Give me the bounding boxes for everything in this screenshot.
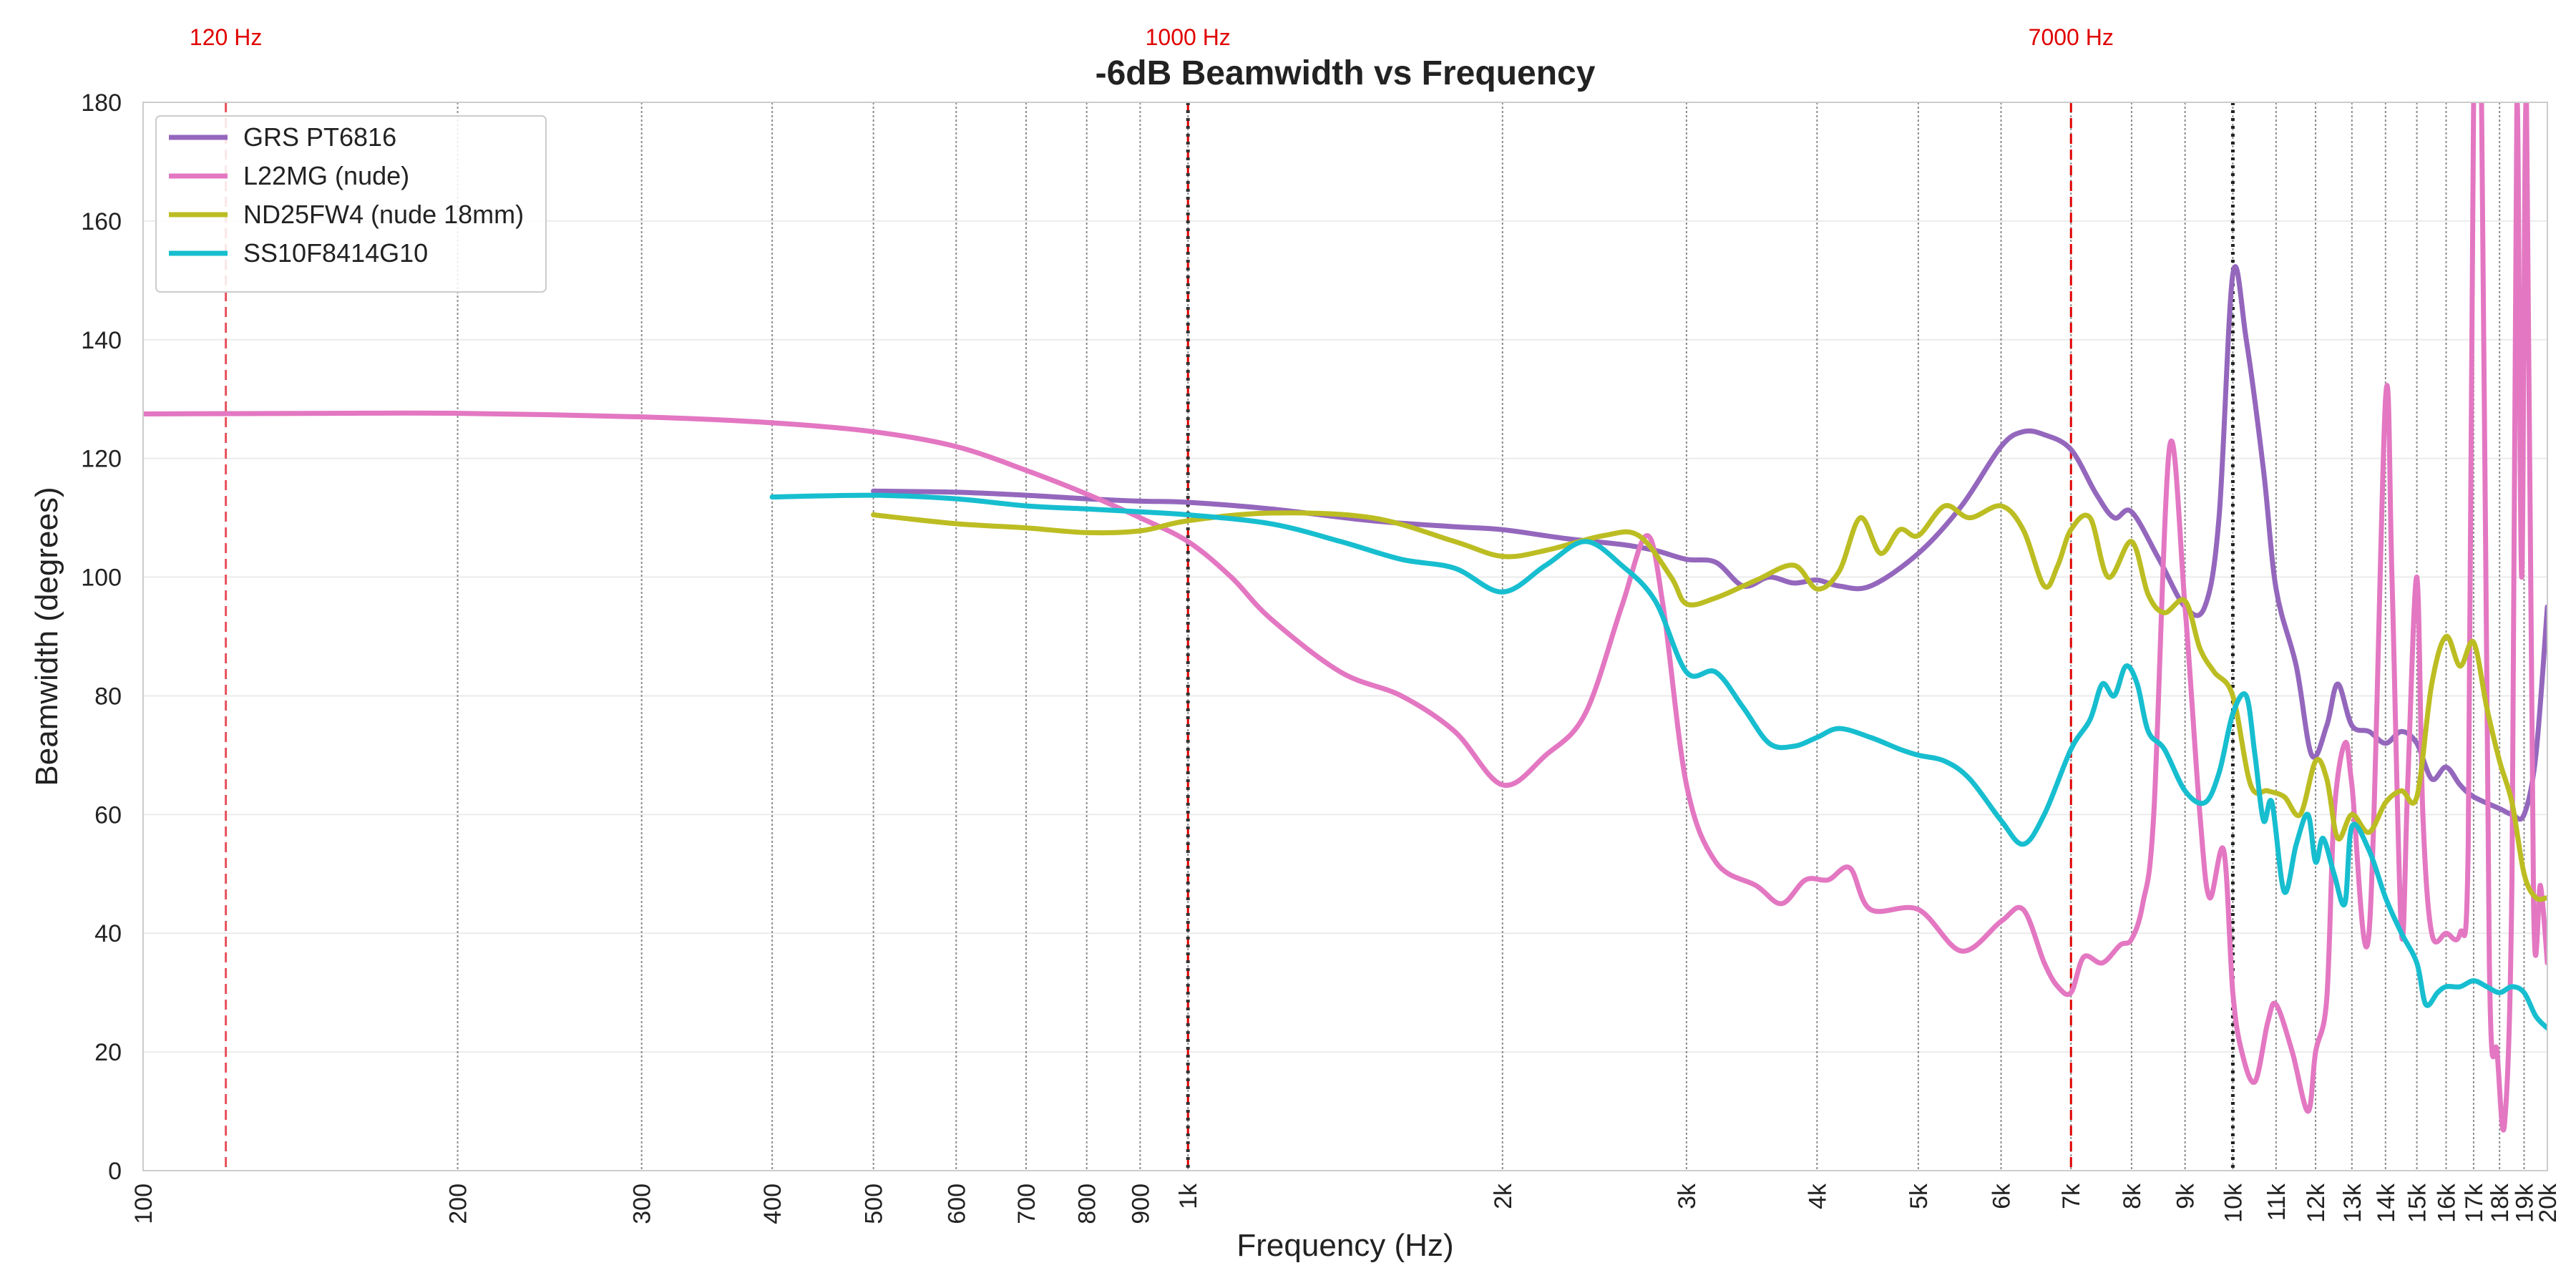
x-tick-label: 500 bbox=[861, 1184, 888, 1224]
x-tick-label: 600 bbox=[943, 1184, 970, 1224]
x-tick-label: 11k bbox=[2263, 1183, 2290, 1221]
x-tick-label: 18k bbox=[2487, 1183, 2514, 1223]
y-tick-label: 120 bbox=[81, 446, 122, 473]
series-line-1 bbox=[871, 264, 2547, 822]
y-tick-label: 60 bbox=[94, 801, 122, 829]
legend-label: GRS PT6816 bbox=[243, 122, 396, 152]
y-tick-label: 40 bbox=[94, 920, 122, 947]
series-line-3 bbox=[871, 503, 2547, 902]
legend-label: L22MG (nude) bbox=[243, 161, 409, 190]
legend-label: ND25FW4 (nude 18mm) bbox=[243, 200, 524, 229]
marker-label: 120 Hz bbox=[190, 24, 262, 50]
x-tick-label: 17k bbox=[2461, 1183, 2488, 1223]
legend: GRS PT6816 L22MG (nude) ND25FW4 (nude 18mm… bbox=[155, 115, 547, 293]
x-tick-label: 300 bbox=[629, 1184, 656, 1224]
y-tick-label: 180 bbox=[81, 89, 122, 117]
x-tick-label: 200 bbox=[445, 1184, 472, 1224]
legend-label: SS10F8414G10 bbox=[243, 238, 428, 268]
chart-title: -6dB Beamwidth vs Frequency bbox=[1096, 54, 1596, 92]
x-axis-label: Frequency (Hz) bbox=[1236, 1228, 1453, 1263]
y-tick-label: 160 bbox=[81, 208, 122, 235]
tick-layer: 0 20 40 60 80 100 120 140 160 180 100 200 300 400 500 6… bbox=[81, 89, 2562, 1224]
x-tick-label: 15k bbox=[2404, 1183, 2431, 1223]
x-tick-label: 900 bbox=[1127, 1184, 1154, 1224]
x-tick-label: 2k bbox=[1490, 1183, 1517, 1209]
x-tick-label: 700 bbox=[1013, 1184, 1040, 1224]
x-tick-label: 12k bbox=[2303, 1183, 2330, 1223]
x-tick-label: 5k bbox=[1906, 1183, 1933, 1209]
series-layer bbox=[143, 102, 2547, 1133]
series-line-4 bbox=[769, 492, 2547, 1031]
y-tick-label: 140 bbox=[81, 327, 122, 354]
x-tick-label: 7k bbox=[2058, 1183, 2085, 1209]
y-tick-label: 100 bbox=[81, 565, 122, 592]
x-tick-label: 3k bbox=[1674, 1183, 1701, 1209]
x-tick-label: 13k bbox=[2339, 1183, 2366, 1223]
legend-box bbox=[155, 115, 547, 293]
y-tick-label: 0 bbox=[108, 1158, 122, 1185]
x-tick-label: 6k bbox=[1988, 1183, 2015, 1209]
x-tick-label: 1k bbox=[1175, 1183, 1202, 1209]
x-tick-label: 20k bbox=[2534, 1183, 2562, 1223]
y-tick-label: 20 bbox=[94, 1039, 122, 1066]
x-tick-label: 400 bbox=[759, 1184, 786, 1224]
plot-frame bbox=[142, 102, 2548, 1171]
x-tick-label: 10k bbox=[2220, 1183, 2247, 1223]
x-tick-label: 8k bbox=[2119, 1183, 2146, 1209]
marker-label: 7000 Hz bbox=[2029, 24, 2114, 50]
marker-label: 1000 Hz bbox=[1146, 24, 1231, 50]
x-tick-label: 9k bbox=[2172, 1183, 2200, 1209]
x-tick-label: 800 bbox=[1074, 1184, 1101, 1224]
x-tick-label: 4k bbox=[1804, 1183, 1831, 1209]
x-tick-label: 16k bbox=[2433, 1183, 2460, 1223]
x-tick-label: 19k bbox=[2511, 1183, 2538, 1223]
y-tick-label: 80 bbox=[94, 683, 122, 710]
x-tick-label: 100 bbox=[130, 1184, 157, 1224]
y-axis-label: Beamwidth (degrees) bbox=[29, 487, 64, 786]
x-tick-label: 14k bbox=[2373, 1183, 2400, 1223]
series-line-2 bbox=[143, 102, 2547, 1133]
